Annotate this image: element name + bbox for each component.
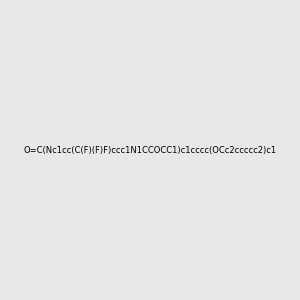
Text: O=C(Nc1cc(C(F)(F)F)ccc1N1CCOCC1)c1cccc(OCc2ccccc2)c1: O=C(Nc1cc(C(F)(F)F)ccc1N1CCOCC1)c1cccc(O… bbox=[23, 146, 277, 154]
